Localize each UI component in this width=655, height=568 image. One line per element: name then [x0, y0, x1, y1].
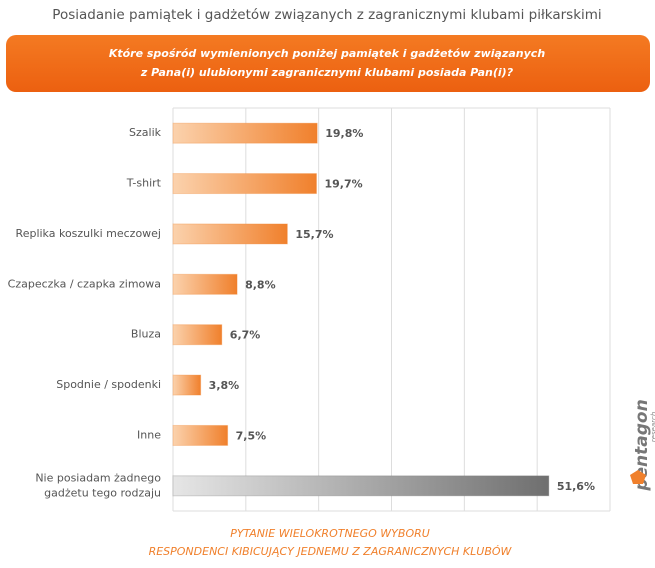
question-line: Które spośród wymienionych poniżej pamią…	[109, 47, 545, 60]
footnote: PYTANIE WIELOKROTNEGO WYBORU	[230, 527, 430, 540]
y-tick-label: Bluza	[131, 328, 161, 341]
bar	[172, 424, 229, 446]
y-tick-label: T-shirt	[126, 177, 162, 190]
value-label: 3,8%	[209, 379, 240, 392]
value-label: 6,7%	[230, 329, 261, 342]
bar	[172, 475, 550, 497]
bar	[172, 324, 223, 346]
value-label: 19,7%	[324, 178, 362, 191]
y-tick-label: Replika koszulki meczowej	[16, 227, 161, 240]
logo-sub: research	[650, 412, 655, 443]
value-label: 7,5%	[236, 429, 267, 442]
logo: pentagon research	[632, 399, 655, 491]
bar	[172, 122, 318, 144]
y-tick-label: Czapeczka / czapka zimowa	[8, 277, 161, 290]
value-label: 8,8%	[245, 278, 276, 291]
y-tick-label: Spodnie / spodenki	[56, 378, 161, 391]
value-label: 15,7%	[295, 228, 333, 241]
bar	[172, 223, 288, 245]
footnote: RESPONDENCI KIBICUJĄCY JEDNEMU Z ZAGRANI…	[149, 545, 513, 558]
bar	[172, 173, 317, 195]
bar	[172, 374, 202, 396]
y-tick-label: Nie posiadam żadnego gadżetu tego rodzaju	[35, 471, 161, 499]
value-label: 19,8%	[325, 127, 363, 140]
value-label: 51,6%	[557, 480, 595, 493]
logo-text: pentagon	[632, 399, 652, 491]
question-line: z Pana(i) ulubionymi zagranicznymi kluba…	[140, 66, 514, 79]
logo-icon	[630, 470, 646, 484]
y-tick-label: Inne	[137, 428, 161, 441]
question-banner	[6, 35, 650, 92]
bar	[172, 273, 238, 295]
chart-title: Posiadanie pamiątek i gadżetów związanyc…	[52, 7, 601, 23]
y-tick-label: Szalik	[129, 126, 162, 139]
